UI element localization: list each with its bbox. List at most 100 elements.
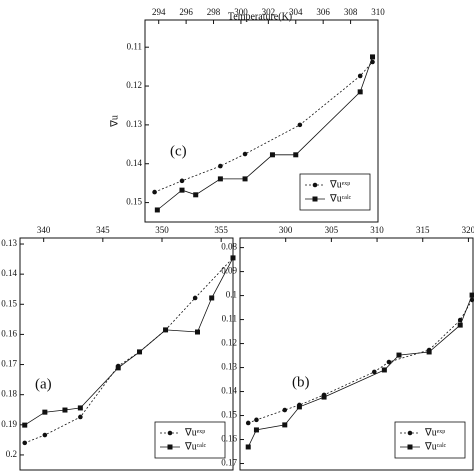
- data-point: [457, 322, 463, 328]
- data-point: [192, 295, 198, 301]
- data-point: [163, 327, 169, 333]
- series-line: [24, 257, 234, 444]
- y-tick-label: 0.11: [127, 41, 142, 51]
- y-tick-label: 0.2: [6, 449, 17, 459]
- data-point: [245, 420, 251, 426]
- y-tick-label: 0.08: [221, 242, 237, 252]
- y-tick-label: 0.13: [126, 119, 142, 129]
- legend-label: ∇uᵉˣᵖ: [329, 179, 350, 190]
- y-tick-label: 0.11: [222, 314, 237, 324]
- series-line: [154, 61, 373, 193]
- data-point: [370, 54, 376, 60]
- data-point: [282, 422, 288, 428]
- data-point: [193, 192, 199, 198]
- y-tick-label: 0.12: [221, 338, 237, 348]
- data-point: [42, 432, 48, 438]
- y-tick-label: 0.18: [1, 389, 17, 399]
- plot-frame: [239, 237, 474, 471]
- legend-label: ∇uᶜᵃˡᶜ: [424, 441, 447, 452]
- x-tick-label: 304: [289, 7, 303, 17]
- y-tick-label: 0.13: [1, 238, 17, 248]
- plot-frame: [144, 19, 379, 223]
- data-point: [296, 404, 302, 410]
- panel-label: (b): [292, 374, 310, 390]
- x-tick-label: 315: [416, 225, 430, 235]
- y-tick-label: 0.14: [126, 158, 142, 168]
- x-tick-label: 302: [262, 7, 276, 17]
- legend-label: ∇uᵉˣᵖ: [424, 427, 445, 438]
- data-point: [217, 176, 223, 182]
- data-point: [357, 89, 363, 95]
- y-tick-label: 0.16: [221, 434, 237, 444]
- x-tick-label: 300: [279, 225, 293, 235]
- y-axis-title: ∇u: [109, 115, 120, 128]
- data-point: [297, 122, 303, 128]
- series-line: [247, 294, 473, 448]
- legend-box: [394, 421, 466, 459]
- x-tick-label: 340: [37, 225, 51, 235]
- data-point: [242, 176, 248, 182]
- x-tick-label: 308: [344, 7, 358, 17]
- data-point: [253, 427, 259, 433]
- x-tick-label: 294: [152, 7, 166, 17]
- data-point: [22, 422, 28, 428]
- data-point: [245, 444, 251, 450]
- x-tick-label: 300: [234, 7, 248, 17]
- data-point: [22, 440, 28, 446]
- y-tick-label: 0.15: [126, 197, 142, 207]
- data-point: [209, 295, 215, 301]
- data-point: [179, 187, 185, 193]
- legend-box: [154, 421, 226, 459]
- data-point: [195, 329, 200, 335]
- data-point: [78, 414, 83, 420]
- y-tick-label: 0.14: [221, 386, 237, 396]
- x-tick-label: 310: [371, 7, 385, 17]
- x-tick-label: 306: [316, 7, 330, 17]
- plot-frame: [19, 237, 234, 471]
- y-tick-label: 0.15: [1, 298, 17, 308]
- data-point: [62, 407, 68, 413]
- data-point: [115, 365, 121, 371]
- legend-box: [299, 173, 371, 211]
- data-point: [357, 73, 363, 79]
- data-point: [154, 207, 160, 213]
- data-point: [381, 367, 387, 373]
- y-tick-label: 0.12: [126, 80, 142, 90]
- y-tick-label: 0.17: [221, 458, 237, 468]
- legend-marker: [407, 444, 413, 450]
- data-point: [152, 189, 157, 195]
- legend-marker: [312, 182, 318, 188]
- x-tick-label: 345: [96, 225, 110, 235]
- y-tick-label: 0.09: [221, 266, 237, 276]
- legend-marker: [407, 430, 413, 436]
- y-tick-label: 0.1: [226, 290, 237, 300]
- y-tick-label: 0.15: [221, 410, 237, 420]
- data-point: [137, 349, 143, 355]
- panel-label: (c): [170, 143, 187, 159]
- series-line: [248, 299, 473, 424]
- data-point: [254, 417, 259, 423]
- y-tick-label: 0.19: [1, 419, 17, 429]
- legend-marker: [167, 430, 173, 436]
- legend-marker: [312, 196, 318, 202]
- x-tick-label: 350: [155, 225, 169, 235]
- data-point: [242, 151, 248, 157]
- x-axis-title: Temperature(K): [228, 11, 292, 22]
- data-point: [179, 178, 185, 184]
- data-point: [396, 352, 402, 358]
- x-tick-label: 320: [462, 225, 474, 235]
- data-point: [218, 163, 223, 169]
- data-point: [469, 292, 474, 298]
- data-point: [77, 405, 83, 411]
- data-point: [269, 152, 275, 158]
- legend-label: ∇uᶜᵃˡᶜ: [329, 193, 352, 204]
- x-tick-label: 355: [214, 225, 228, 235]
- y-tick-label: 0.16: [1, 328, 17, 338]
- x-tick-label: 296: [179, 7, 193, 17]
- y-tick-label: 0.13: [221, 362, 237, 372]
- legend-label: ∇uᵉˣᵖ: [184, 427, 205, 438]
- data-point: [321, 394, 327, 400]
- data-point: [42, 409, 48, 415]
- legend-marker: [167, 444, 173, 450]
